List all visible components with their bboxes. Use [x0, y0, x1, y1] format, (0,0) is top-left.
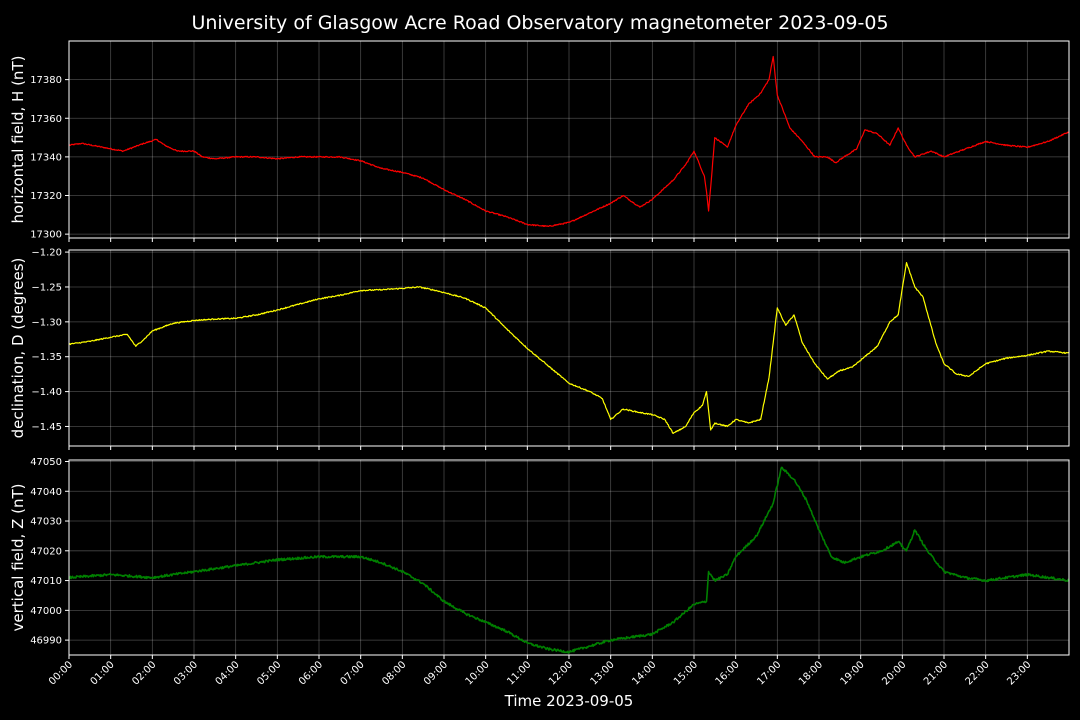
y-tick-label: −1.35: [31, 352, 62, 363]
y-tick-label: −1.40: [31, 387, 62, 398]
y-tick-label: 47010: [30, 576, 62, 587]
y-tick-label: 46990: [30, 636, 62, 647]
panel-vertical-field: 46990 47000 47010 47020 47030 47040 47050 verti…: [9, 457, 1070, 659]
y-tick-label: −1.45: [31, 422, 62, 433]
y-axis-label: vertical field, Z (nT): [9, 483, 27, 631]
y-tick-label: 47000: [30, 606, 62, 617]
panel-declination: −1.45 −1.40 −1.35 −1.30 −1.25 −1.20 declinatio…: [9, 248, 1070, 450]
y-tick-label: 17340: [30, 152, 62, 163]
y-tick-label: 47040: [30, 487, 62, 498]
y-tick-label: −1.30: [31, 317, 62, 328]
y-tick-label: 17300: [30, 230, 62, 241]
plot-frame: [68, 249, 1070, 447]
y-axis-label: declination, D (degrees): [9, 258, 27, 439]
chart-title: University of Glasgow Acre Road Observat…: [191, 12, 888, 34]
y-tick-label: 17360: [30, 114, 62, 125]
y-tick-label: −1.20: [31, 248, 62, 259]
plot-frame: [68, 459, 1070, 656]
y-tick-label: 47050: [30, 457, 62, 468]
x-axis-label: Time 2023-09-05: [504, 692, 634, 710]
y-tick-label: 17380: [30, 75, 62, 86]
y-axis-label: horizontal field, H (nT): [9, 56, 27, 224]
y-tick-label: −1.25: [31, 282, 62, 293]
plot-frame: [68, 40, 1070, 239]
y-tick-label: 17320: [30, 191, 62, 202]
series-line: [68, 466, 1070, 654]
series-line: [68, 55, 1070, 227]
y-tick-label: 47020: [30, 546, 62, 557]
y-tick-label: 47030: [30, 517, 62, 528]
series-line: [68, 262, 1070, 434]
